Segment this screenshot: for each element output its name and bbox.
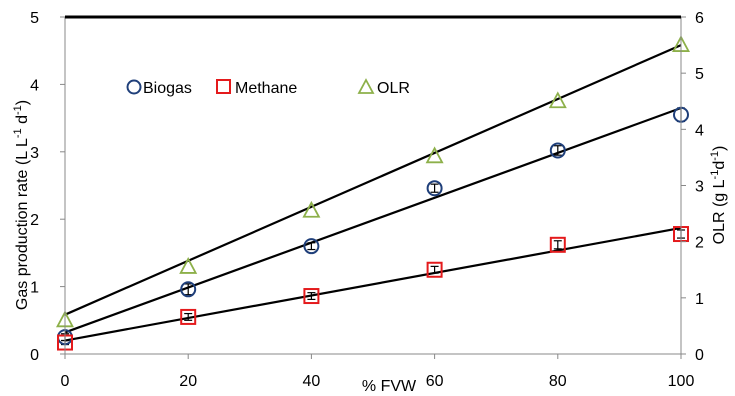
right-y-axis-title: OLR (g L-1d-1) <box>709 146 728 245</box>
olr-point <box>548 91 567 109</box>
right-y-tick-label: 3 <box>695 179 704 196</box>
biogas-point <box>426 180 443 197</box>
biogas-point <box>303 238 320 255</box>
olr-trend-line <box>64 44 682 316</box>
legend-biogas-marker <box>126 79 142 95</box>
left-y-tick-label: 1 <box>30 280 39 297</box>
methane-point <box>426 261 443 278</box>
legend-biogas-label: Biogas <box>143 80 192 97</box>
olr-point <box>425 146 444 164</box>
left-y-tick-label: 0 <box>30 347 39 364</box>
left-y-tick-label: 4 <box>30 77 39 94</box>
biogas-point <box>549 142 566 159</box>
right-y-tick-label: 1 <box>695 291 704 308</box>
x-tick-label: 80 <box>549 373 567 390</box>
trend-lines <box>64 44 682 342</box>
x-tick-label: 40 <box>303 373 321 390</box>
left-y-axis-title: Gas production rate (L L-1 d-1) <box>12 100 31 310</box>
right-y-tick-label: 5 <box>695 66 704 83</box>
left-y-tick-label: 3 <box>30 145 39 162</box>
methane-error-bar <box>553 240 562 250</box>
x-tick-label: 20 <box>179 373 197 390</box>
olr-point <box>302 200 321 218</box>
right-y-tick-label: 2 <box>695 235 704 252</box>
legend-methane-label: Methane <box>235 80 297 97</box>
biogas-error-bar <box>307 242 316 251</box>
biogas-error-bar <box>184 283 193 296</box>
methane-point <box>303 288 320 305</box>
left-y-tick-label: 2 <box>30 212 39 229</box>
methane-point <box>180 308 197 325</box>
biogas-error-bar <box>430 183 439 193</box>
methane-point <box>549 236 566 253</box>
methane-trend-line <box>64 226 682 342</box>
biogas-error-bar <box>553 145 562 156</box>
x-tick-label: 0 <box>61 373 70 390</box>
methane-error-bar <box>307 292 316 301</box>
x-tick-label: 60 <box>426 373 444 390</box>
methane-error-bar <box>430 265 439 274</box>
error-bars <box>61 107 685 346</box>
biogas-point <box>180 281 197 298</box>
right-y-axis-ticks: 0 1 2 3 4 5 6 <box>681 10 704 364</box>
plot-frame <box>64 16 682 355</box>
x-tick-label: 100 <box>668 373 695 390</box>
methane-error-bar <box>184 312 193 321</box>
left-y-tick-label: 5 <box>30 10 39 27</box>
left-y-axis-ticks: 0 1 2 3 4 5 <box>30 10 65 364</box>
right-y-tick-label: 4 <box>695 122 704 139</box>
legend-olr-marker <box>357 78 375 94</box>
olr-point <box>179 257 198 274</box>
right-y-tick-label: 0 <box>695 347 704 364</box>
legend: Biogas Methane OLR <box>126 78 410 97</box>
biogas-trend-line <box>64 106 682 334</box>
right-y-tick-label: 6 <box>695 10 704 27</box>
legend-olr-label: OLR <box>377 80 410 97</box>
legend-methane-marker <box>216 79 231 94</box>
x-axis-ticks: 0 20 40 60 80 100 <box>61 354 695 390</box>
x-axis-title: % FVW <box>362 378 417 395</box>
